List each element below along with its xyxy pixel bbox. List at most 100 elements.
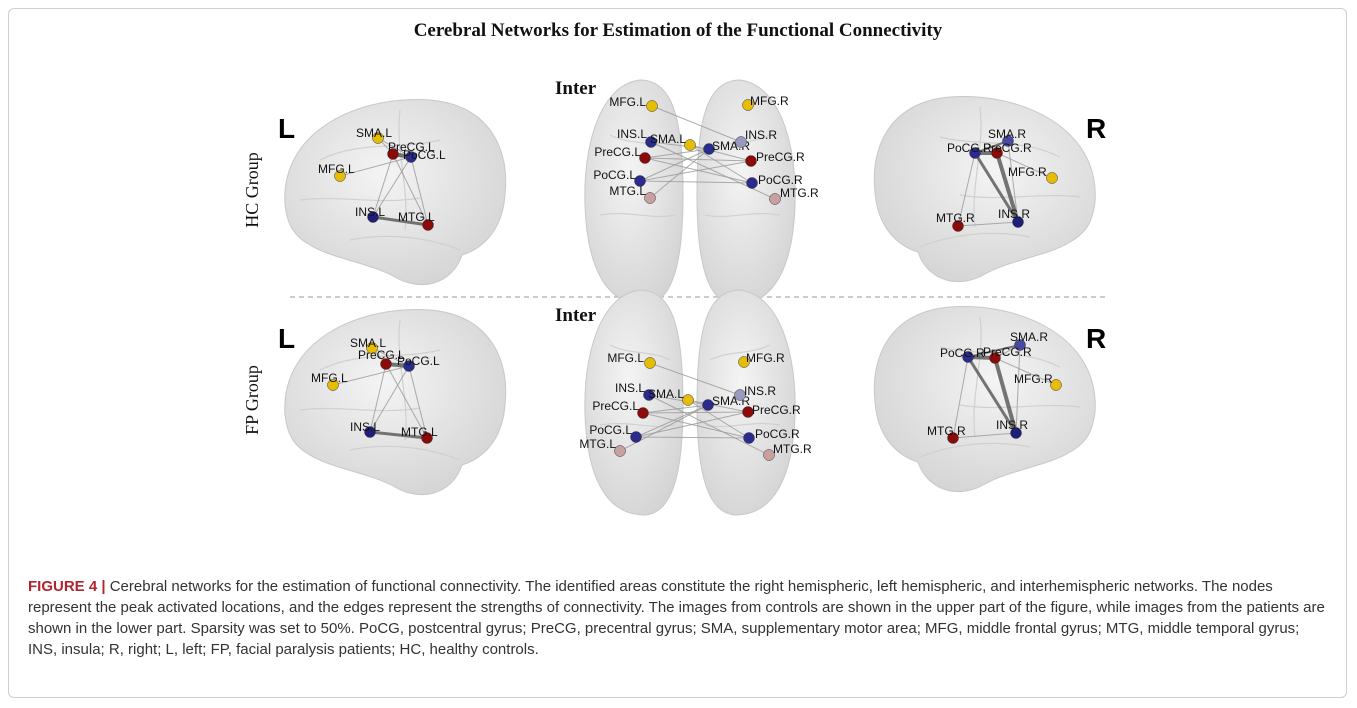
- node-label: SMA.R: [988, 127, 1026, 141]
- edge: [689, 144, 753, 184]
- edge: [649, 362, 741, 396]
- node-label: PreCG.R: [983, 345, 1032, 359]
- node: [969, 147, 981, 159]
- edge: [644, 157, 752, 162]
- node-label: SMA.L: [350, 336, 386, 350]
- node: [1012, 216, 1024, 228]
- edge: [973, 152, 1020, 223]
- node-label: PreCG.R: [752, 403, 801, 417]
- edge: [385, 363, 428, 439]
- node-label: PreCG.R: [756, 150, 805, 164]
- node: [952, 220, 964, 232]
- brain-right: [873, 305, 1096, 493]
- caption-label: FIGURE 4 |: [28, 578, 106, 595]
- edge: [639, 148, 710, 182]
- node-label: MTG.R: [927, 424, 966, 438]
- node: [387, 148, 399, 160]
- edge: [642, 411, 749, 414]
- node-label: PoCG.R: [947, 141, 992, 155]
- inter-label: Inter: [555, 78, 597, 99]
- node: [947, 432, 959, 444]
- node: [364, 426, 376, 438]
- node-label: INS.L: [350, 420, 380, 434]
- node-label: MTG.R: [780, 186, 819, 200]
- brain-left: [284, 308, 507, 496]
- node-label: PreCG.L: [594, 145, 641, 159]
- node-label: SMA.R: [1010, 330, 1048, 344]
- node: [763, 449, 775, 461]
- node-label: INS.L: [615, 381, 645, 395]
- node-label: MTG.R: [936, 211, 975, 225]
- node-label: SMA.L: [650, 132, 686, 146]
- edge: [635, 404, 709, 438]
- edge: [952, 356, 969, 439]
- edge: [369, 430, 428, 440]
- node-label: MTG.L: [579, 437, 616, 451]
- node-label: PoCG.L: [589, 423, 632, 437]
- node-label: PreCG.L: [592, 399, 639, 413]
- edge: [372, 153, 394, 218]
- node: [735, 136, 747, 148]
- hemisphere-label: R: [1086, 113, 1106, 144]
- node: [327, 379, 339, 391]
- node-label: MFG.R: [746, 351, 785, 365]
- node: [645, 136, 657, 148]
- node: [746, 177, 758, 189]
- node: [742, 99, 754, 111]
- node-label: PoCG.R: [940, 346, 985, 360]
- node-label: PreCG.L: [358, 348, 405, 362]
- node: [703, 143, 715, 155]
- edge: [994, 357, 1057, 386]
- caption-text: Cerebral networks for the estimation of …: [28, 578, 1325, 658]
- edge: [410, 156, 429, 226]
- node: [366, 342, 378, 354]
- node: [405, 151, 417, 163]
- node: [421, 432, 433, 444]
- node-label: MTG.L: [401, 425, 438, 439]
- node: [644, 192, 656, 204]
- edge: [371, 347, 410, 367]
- edge: [372, 156, 412, 218]
- group-label: HC Group: [242, 152, 262, 228]
- edge: [957, 221, 1019, 227]
- node-label: PreCG.R: [983, 141, 1032, 155]
- edge: [642, 404, 709, 414]
- node: [422, 219, 434, 231]
- edge: [995, 152, 1020, 223]
- brain-right: [873, 95, 1096, 283]
- edge: [1007, 140, 1019, 223]
- node: [734, 389, 746, 401]
- node-label: INS.R: [998, 207, 1030, 221]
- node-label: MTG.R: [773, 442, 812, 456]
- node: [682, 394, 694, 406]
- node: [643, 389, 655, 401]
- edge: [619, 404, 709, 452]
- node: [1050, 379, 1062, 391]
- hemisphere-label: L: [278, 323, 295, 354]
- edge: [635, 436, 750, 439]
- brain-left: [284, 98, 507, 286]
- edge: [639, 180, 753, 184]
- edge: [369, 365, 410, 433]
- edge: [967, 344, 1021, 358]
- node-label: SMA.L: [356, 126, 392, 140]
- node-label: PoCG.L: [403, 148, 446, 162]
- edge: [952, 432, 1017, 439]
- edge: [369, 363, 387, 433]
- group-label: FP Group: [242, 365, 262, 435]
- node: [769, 193, 781, 205]
- edge: [377, 137, 412, 158]
- node: [639, 152, 651, 164]
- edge: [648, 394, 770, 456]
- node-label: MTG.L: [609, 184, 646, 198]
- node-label: PoCG.R: [755, 427, 800, 441]
- node: [1046, 172, 1058, 184]
- node-label: MTG.L: [398, 210, 435, 224]
- node-label: INS.R: [745, 128, 777, 142]
- node: [684, 139, 696, 151]
- edge: [966, 356, 1018, 434]
- node: [630, 431, 642, 443]
- edge: [392, 153, 429, 226]
- node-label: SMA.L: [648, 387, 684, 401]
